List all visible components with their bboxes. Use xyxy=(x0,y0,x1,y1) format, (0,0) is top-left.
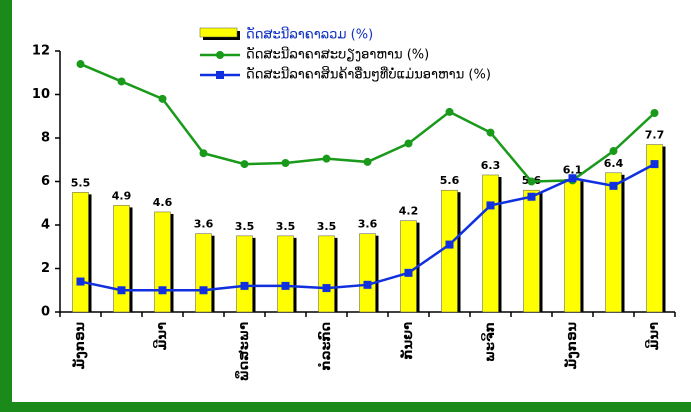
marker xyxy=(486,201,495,210)
bar xyxy=(277,235,294,313)
x-tick-label: ກັນຍາ xyxy=(400,322,416,360)
legend-marker xyxy=(216,51,224,59)
value-label: 4.6 xyxy=(153,196,173,209)
marker xyxy=(322,154,331,163)
y-tick-label: 0 xyxy=(41,305,50,320)
bar xyxy=(605,172,622,313)
bar xyxy=(318,235,335,313)
x-tick-label: ພະຈິກ xyxy=(482,322,498,362)
x-tick-label: ມີນາ xyxy=(154,322,170,350)
bar xyxy=(441,189,458,313)
y-tick-label: 12 xyxy=(32,44,50,59)
marker xyxy=(363,157,372,166)
value-label: 7.7 xyxy=(645,129,665,142)
marker xyxy=(281,159,290,168)
marker xyxy=(445,107,454,116)
y-tick-label: 4 xyxy=(41,218,50,233)
marker xyxy=(158,286,167,295)
bar xyxy=(646,144,663,313)
x-tick-label: ມີນາ xyxy=(646,322,662,350)
value-label: 3.5 xyxy=(317,220,337,233)
marker xyxy=(486,128,495,137)
marker xyxy=(363,280,372,289)
bar xyxy=(72,192,89,313)
value-label: 6.4 xyxy=(604,157,624,170)
marker xyxy=(240,281,249,290)
marker xyxy=(568,174,577,183)
marker xyxy=(322,284,331,293)
x-tick-label: ມັງກອນ xyxy=(72,322,88,369)
marker xyxy=(76,60,85,69)
legend-marker xyxy=(216,71,224,79)
x-tick-label: ກໍລະກົດ xyxy=(318,322,334,371)
marker xyxy=(158,94,167,103)
bar xyxy=(400,220,417,313)
marker xyxy=(527,177,536,186)
bar xyxy=(154,211,171,313)
marker xyxy=(240,160,249,169)
value-label: 5.5 xyxy=(71,176,91,189)
marker xyxy=(445,240,454,249)
legend-swatch xyxy=(199,27,238,38)
y-tick-label: 8 xyxy=(41,131,50,146)
marker xyxy=(609,147,618,156)
value-label: 3.6 xyxy=(194,218,214,231)
y-tick-label: 2 xyxy=(41,261,50,276)
value-label: 4.9 xyxy=(112,189,132,202)
y-tick-label: 10 xyxy=(32,87,50,102)
bar xyxy=(195,233,212,313)
marker xyxy=(117,77,126,86)
marker xyxy=(76,277,85,286)
bar xyxy=(523,189,540,313)
y-tick-label: 6 xyxy=(41,174,50,189)
value-label: 3.6 xyxy=(358,218,378,231)
value-label: 6.1 xyxy=(563,163,583,176)
marker xyxy=(527,192,536,201)
value-label: 4.2 xyxy=(399,205,419,218)
marker xyxy=(117,286,126,295)
value-label: 3.5 xyxy=(235,220,255,233)
bar xyxy=(113,205,130,313)
marker xyxy=(404,139,413,148)
legend-label: ດັດສະນີລາຄາລວມ (%) xyxy=(246,26,373,42)
x-tick-label: ມັງກອນ xyxy=(564,322,580,369)
bar xyxy=(482,174,499,313)
marker xyxy=(199,286,208,295)
marker xyxy=(199,149,208,158)
marker xyxy=(281,281,290,290)
value-label: 6.3 xyxy=(481,159,501,172)
bar xyxy=(236,235,253,313)
value-label: 5.6 xyxy=(440,174,460,187)
x-tick-label: ພຶດສະພາ xyxy=(236,322,252,381)
bar xyxy=(359,233,376,313)
value-label: 3.5 xyxy=(276,220,296,233)
marker xyxy=(650,108,659,117)
legend-label: ດັດສະນີລາຄາສະບຽງອາຫານ (%) xyxy=(246,46,429,62)
marker xyxy=(609,181,618,190)
marker xyxy=(650,160,659,169)
marker xyxy=(404,268,413,277)
legend-label: ດັດສະນີລາຄາສິນຄ້າອື່ນໆທີ່ບໍ່ແມ່ນອາຫານ (%… xyxy=(246,66,491,82)
bar xyxy=(564,179,581,313)
